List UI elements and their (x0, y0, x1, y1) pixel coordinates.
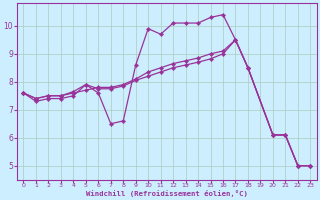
X-axis label: Windchill (Refroidissement éolien,°C): Windchill (Refroidissement éolien,°C) (86, 190, 248, 197)
